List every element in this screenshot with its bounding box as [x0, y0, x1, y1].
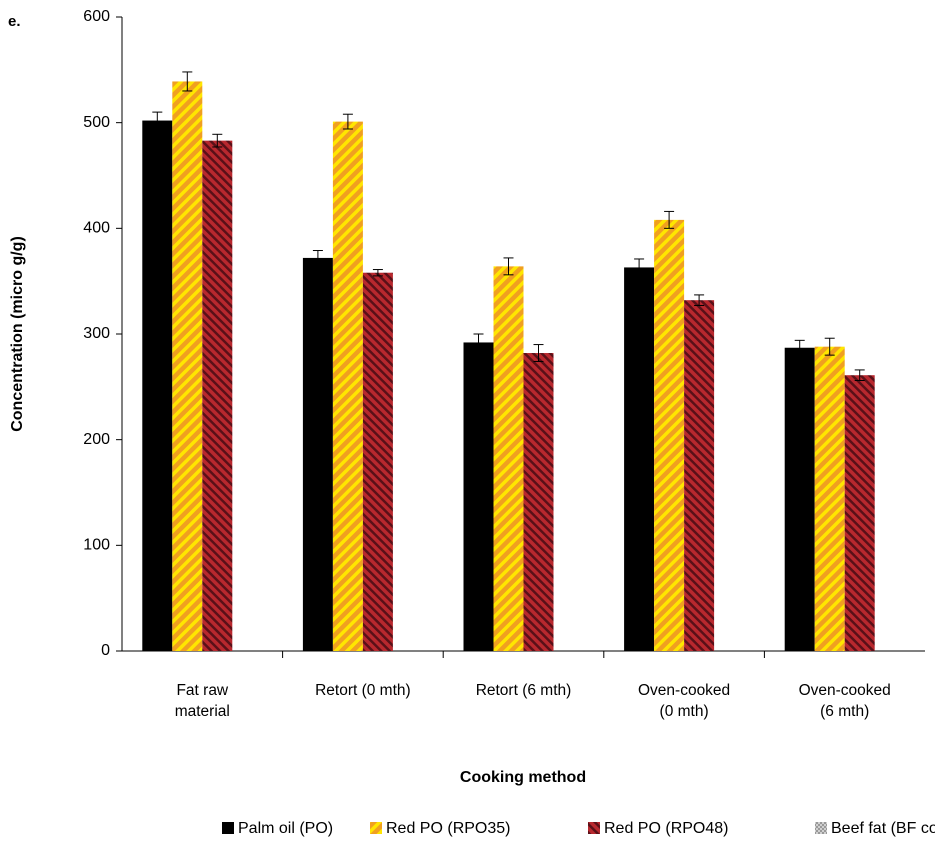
y-tick-label: 300 — [83, 325, 110, 342]
bar — [202, 140, 233, 651]
y-tick-label: 0 — [101, 642, 110, 659]
bar — [523, 353, 554, 651]
bar — [142, 120, 173, 651]
bar — [362, 272, 393, 651]
legend-label: Beef fat (BF control) — [831, 820, 935, 837]
legend-label: Red PO (RPO48) — [604, 820, 728, 837]
x-tick-label: Retort (0 mth) — [315, 682, 411, 699]
bar — [172, 81, 203, 651]
legend-swatch — [222, 822, 234, 834]
y-tick-label: 600 — [83, 8, 110, 25]
y-axis-label: Concentration (micro g/g) — [9, 236, 26, 432]
bar — [844, 375, 875, 651]
y-tick-label: 100 — [83, 537, 110, 554]
y-tick-label: 400 — [83, 220, 110, 237]
bar — [493, 266, 524, 651]
legend-swatch — [588, 822, 600, 834]
bar — [624, 267, 655, 651]
y-tick-label: 500 — [83, 114, 110, 131]
bar — [332, 121, 363, 652]
bar — [654, 219, 685, 651]
y-tick-label: 200 — [83, 431, 110, 448]
x-tick-label: Retort (6 mth) — [475, 682, 572, 699]
x-axis-label: Cooking method — [460, 769, 586, 786]
legend-swatch — [815, 822, 827, 834]
chart-title: e. — [8, 13, 21, 30]
legend-label: Palm oil (PO) — [238, 820, 333, 837]
bar — [302, 257, 333, 651]
x-tick-label: Oven-cooked (6 mth) — [798, 682, 891, 720]
legend-label: Red PO (RPO35) — [386, 820, 510, 837]
x-tick-label: Oven-cooked (0 mth) — [637, 682, 731, 720]
bar — [684, 300, 715, 651]
bar — [463, 342, 494, 651]
bar — [814, 346, 845, 651]
legend-swatch — [370, 822, 382, 834]
bar — [784, 347, 815, 651]
x-tick-label: Fat raw material — [174, 682, 230, 720]
